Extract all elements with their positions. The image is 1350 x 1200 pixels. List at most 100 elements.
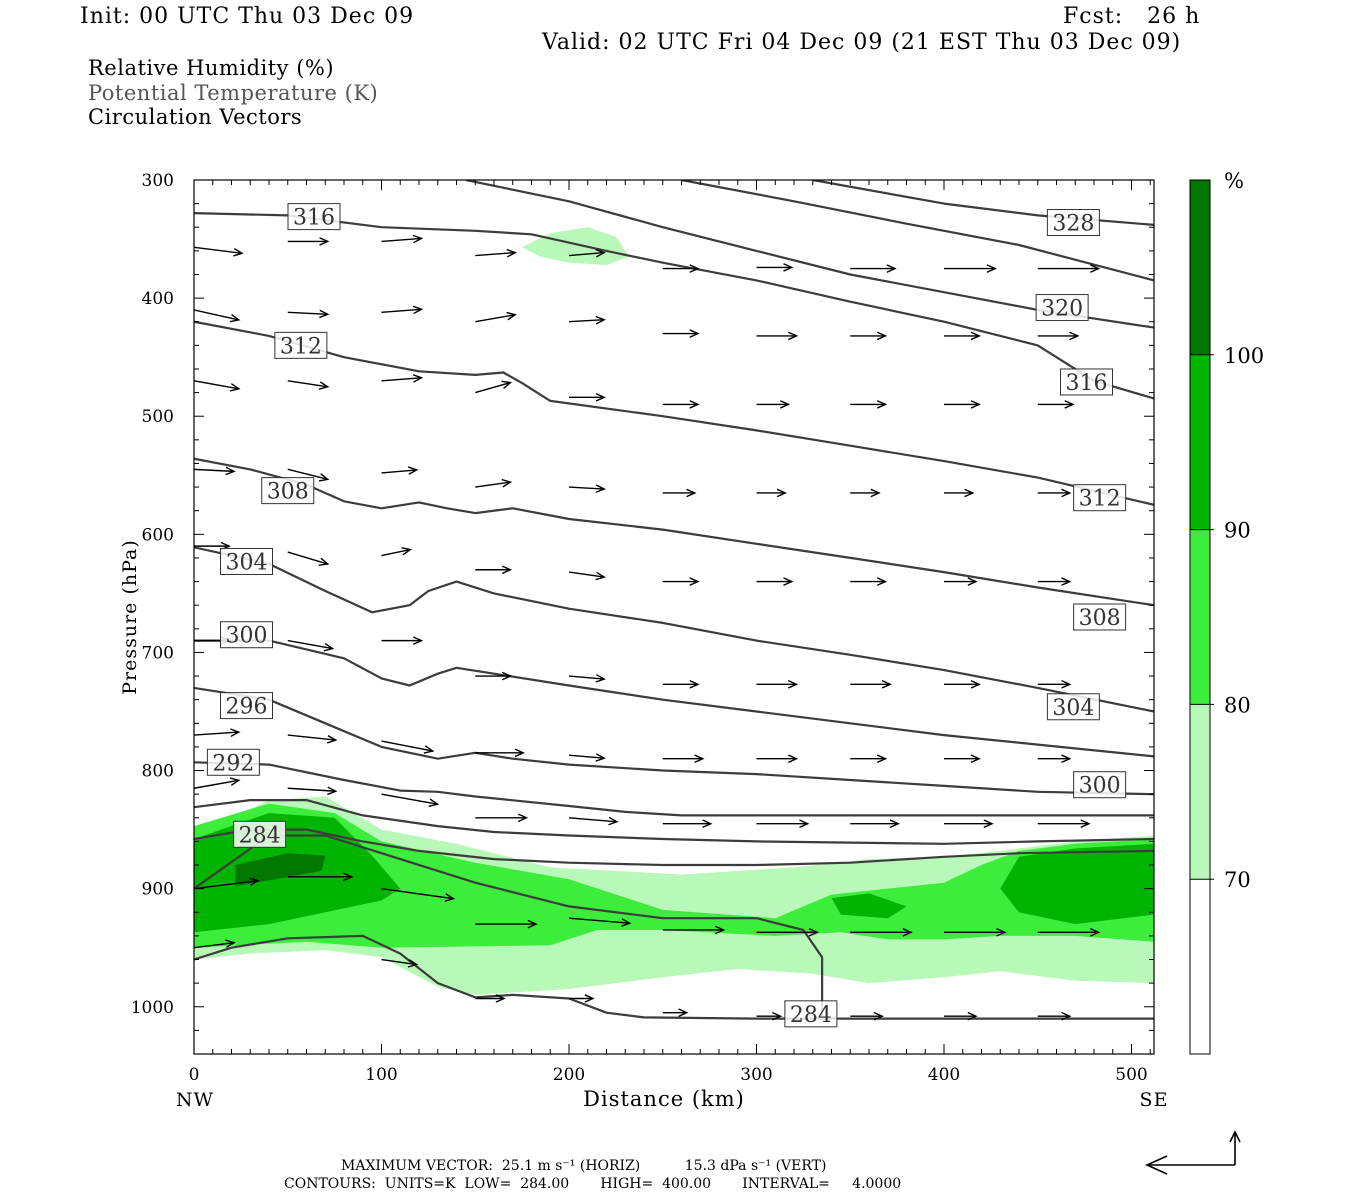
svg-text:284: 284 <box>239 823 281 848</box>
circulation-vector <box>287 309 330 319</box>
circulation-vector <box>756 754 799 764</box>
circulation-vector <box>756 577 794 586</box>
svg-text:304: 304 <box>1052 696 1094 721</box>
circulation-vector <box>475 994 506 1003</box>
circulation-vector <box>944 819 994 828</box>
circulation-vector <box>381 546 412 557</box>
theta-contour-304 <box>194 546 1154 713</box>
circulation-vector <box>194 246 244 257</box>
circulation-vector <box>944 577 978 586</box>
contour-label: 292 <box>206 748 260 776</box>
x-tick-label: 200 <box>553 1065 585 1085</box>
colorbar-segment <box>1190 529 1210 705</box>
y-tick-label: 500 <box>142 407 174 427</box>
colorbar-tick-label: 100 <box>1224 344 1264 368</box>
circulation-vector <box>475 478 513 488</box>
circulation-vector <box>568 248 606 258</box>
x-tick-label: 100 <box>365 1065 397 1085</box>
circulation-vector <box>287 237 330 246</box>
circulation-vector <box>475 565 513 575</box>
circulation-vector <box>381 234 424 244</box>
contour-label: 284 <box>233 820 287 848</box>
contour-label: 316 <box>287 203 341 231</box>
field-label-vectors: Circulation Vectors <box>88 105 303 129</box>
circulation-vector <box>475 813 529 823</box>
rh-region-100 <box>235 853 326 887</box>
x-axis-label: Distance (km) <box>583 1087 745 1111</box>
x-end-label-se: SE <box>1140 1089 1169 1111</box>
circulation-vector <box>568 753 606 762</box>
circulation-vector <box>662 400 700 409</box>
circulation-vector <box>850 680 892 689</box>
colorbar-frame <box>1189 179 1211 1055</box>
svg-text:308: 308 <box>267 480 309 505</box>
circulation-vector <box>1037 264 1101 273</box>
circulation-vector <box>1037 680 1072 689</box>
circulation-vector <box>944 488 975 498</box>
circulation-vector <box>381 958 419 968</box>
circulation-vector <box>756 680 799 689</box>
circulation-vector <box>662 925 726 935</box>
circulation-vector <box>662 680 700 689</box>
field-label-rh: Relative Humidity (%) <box>88 56 335 80</box>
circulation-vector <box>944 928 1007 937</box>
circulation-vector <box>850 264 897 273</box>
forecast-hour: Fcst: 26 h <box>1063 4 1201 29</box>
svg-text:300: 300 <box>1079 774 1121 799</box>
circulation-vector <box>287 380 330 390</box>
colorbar-unit: % <box>1224 169 1244 193</box>
y-tick-label: 900 <box>142 880 174 900</box>
circulation-vector <box>850 754 888 764</box>
circulation-vector <box>850 928 913 937</box>
circulation-vector <box>287 872 354 882</box>
svg-text:328: 328 <box>1052 212 1094 237</box>
circulation-vector <box>287 639 335 652</box>
contour-label: 328 <box>1046 209 1100 237</box>
contour-label: 308 <box>261 477 315 505</box>
circulation-vector <box>287 786 338 796</box>
x-end-label-nw: NW <box>176 1089 214 1111</box>
contour-label: 296 <box>220 692 273 720</box>
plot-frame <box>193 179 1155 1055</box>
rh-region-70 <box>522 227 629 265</box>
circulation-vector <box>850 400 888 409</box>
circulation-vector <box>569 393 606 402</box>
field-label-theta: Potential Temperature (K) <box>88 81 379 105</box>
colorbar-segment <box>1190 354 1210 530</box>
x-tick-label: 0 <box>189 1065 200 1085</box>
colorbar-segment <box>1190 879 1210 1054</box>
colorbar-tick-label: 90 <box>1224 519 1251 543</box>
svg-text:284: 284 <box>790 1003 832 1028</box>
circulation-vector <box>1154 265 1186 272</box>
contour-label: 304 <box>220 547 273 575</box>
y-tick-label: 1000 <box>131 998 174 1018</box>
circulation-vector <box>850 819 900 828</box>
circulation-vector <box>662 819 713 828</box>
theta-contour-300 <box>194 639 1154 758</box>
circulation-vector <box>944 754 981 764</box>
circulation-vector <box>381 374 424 383</box>
circulation-vector <box>756 400 791 409</box>
svg-text:312: 312 <box>1079 487 1121 512</box>
contour-label: 284 <box>784 1000 838 1028</box>
circulation-vector <box>381 466 419 475</box>
svg-text:316: 316 <box>293 206 335 231</box>
circulation-vector <box>287 734 338 744</box>
circulation-vector <box>1154 578 1170 585</box>
init-time: Init: 00 UTC Thu 03 Dec 09 <box>80 4 415 29</box>
circulation-vector <box>756 488 788 498</box>
colorbar-segment <box>1190 180 1210 355</box>
circulation-vector <box>475 311 517 323</box>
theta-contour-296 <box>194 686 1154 796</box>
colorbar-segment <box>1190 704 1210 880</box>
x-tick-label: 300 <box>740 1065 772 1085</box>
x-tick-label: 400 <box>928 1065 960 1085</box>
theta-contour-284 <box>194 834 824 1019</box>
theta-contour-288 <box>194 828 1154 867</box>
contour-label: 300 <box>1073 771 1127 799</box>
contour-label: 312 <box>1073 484 1127 512</box>
circulation-vector <box>756 928 820 937</box>
rh-region-80 <box>194 803 1154 948</box>
circulation-vector <box>1037 488 1072 498</box>
